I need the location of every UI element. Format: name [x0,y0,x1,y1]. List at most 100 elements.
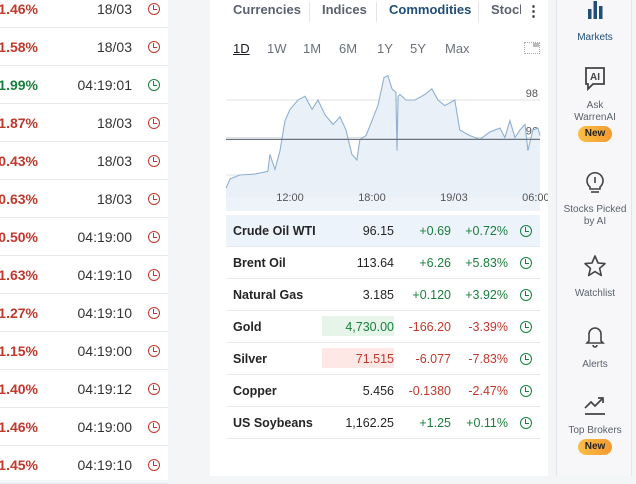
timestamp: 18/03 [96,0,132,17]
change-percent: +0.11% [466,416,508,430]
table-row[interactable]: 1.63% 04:19:10 [0,256,168,294]
range-1m[interactable]: 1M [303,41,322,56]
tab-currencies[interactable]: Currencies [233,2,301,17]
change-percent: +0.72% [465,224,508,238]
table-row[interactable]: 1.46% 04:19:00 [0,408,168,446]
markets-widget: Currencies Indices Commodities Stocl ⋮ 1… [210,0,548,476]
table-row[interactable]: 1.15% 04:19:00 [0,332,168,370]
sidebar-item-stocks-picked[interactable]: Stocks Picked by AI [557,170,633,228]
table-row[interactable]: 0.50% 04:19:00 [0,218,168,256]
price-area [226,75,540,197]
table-row[interactable]: 0.63% 18/03 [0,180,168,218]
timestamp: 04:19:10 [77,266,133,283]
change: +0.69 [419,224,451,238]
timestamp: 18/03 [96,38,132,55]
table-row[interactable]: 1.87% 18/03 [0,104,168,142]
commodity-name[interactable]: Gold [233,320,262,334]
ai-chat-icon: AI [585,67,605,92]
tab-divider [478,2,479,22]
last-price: 3.185 [362,288,394,302]
sidebar-item-watchlist[interactable]: Watchlist [557,254,633,300]
change-percent: 1.99% [0,76,38,93]
change-percent: 1.63% [0,266,38,283]
commodity-name[interactable]: Copper [233,384,277,398]
commodity-name[interactable]: Natural Gas [233,288,304,302]
change-percent: 1.46% [0,0,38,17]
commodity-row[interactable]: Gold 4,730.00 -166.20 -3.39% [226,311,540,343]
range-max[interactable]: Max [445,41,470,56]
clock-icon [148,459,160,471]
tab-commodities[interactable]: Commodities [389,2,472,17]
commodity-name[interactable]: Crude Oil WTI [233,224,316,238]
sidebar-label: Stocks Picked by AI [563,204,627,227]
change-percent: 1.58% [0,38,38,55]
change-percent: 0.63% [0,190,38,207]
commodity-name[interactable]: Silver [233,352,268,366]
star-icon [584,255,606,277]
change-percent: 1.27% [0,304,38,321]
clock-icon [148,345,160,357]
table-row[interactable]: 0.43% 18/03 [0,142,168,180]
sidebar-label: Ask WarrenAI [574,100,616,123]
commodity-row[interactable]: Natural Gas 3.185 +0.120 +3.92% [226,279,540,311]
commodity-row[interactable]: Crude Oil WTI 96.15 +0.69 +0.72% [226,215,540,247]
clock-icon [148,3,160,15]
change: +1.25 [419,416,451,430]
x-axis-band [226,197,540,211]
commodity-name[interactable]: Brent Oil [233,256,286,270]
x-tick-label: 12:00 [276,192,304,204]
timestamp: 04:19:10 [77,456,133,473]
clock-icon [148,41,160,53]
clock-icon [520,385,532,397]
change-percent: -7.83% [468,352,508,366]
commodity-row[interactable]: Brent Oil 113.64 +6.26 +5.83% [226,247,540,279]
last-price: 5.456 [362,384,394,398]
price-line [225,74,541,189]
clock-icon [148,79,160,91]
range-1y[interactable]: 1Y [377,41,393,56]
tab-indices[interactable]: Indices [322,2,367,17]
clock-icon [520,225,532,237]
commodity-row[interactable]: Copper 5.456 -0.1380 -2.47% [226,375,540,407]
new-badge: New [577,126,613,142]
fullscreen-icon[interactable] [524,42,540,54]
commodity-row[interactable]: Silver 71.515 -6.077 -7.83% [226,343,540,375]
timestamp: 18/03 [96,190,132,207]
table-row[interactable]: 1.45% 04:19:10 [0,446,168,484]
change-percent: 1.46% [0,418,38,435]
table-row[interactable]: 1.46% 18/03 [0,0,168,28]
clock-icon [520,353,532,365]
sidebar-item-top-brokers[interactable]: Top Brokers New [557,394,633,455]
x-tick-label: 19/03 [440,192,468,204]
table-row[interactable]: 1.27% 04:19:10 [0,294,168,332]
clock-icon [148,421,160,433]
range-6m[interactable]: 6M [339,41,358,56]
table-row[interactable]: 1.58% 18/03 [0,28,168,66]
table-row[interactable]: 1.99% 04:19:01 [0,66,168,104]
last-price: 1,162.25 [345,416,394,430]
sidebar-item-markets[interactable]: Markets [557,0,633,44]
table-row[interactable]: 1.40% 04:19:12 [0,370,168,408]
change-percent: 0.43% [0,152,38,169]
clock-icon [148,307,160,319]
range-1d[interactable]: 1D [233,41,250,56]
clock-icon [148,269,160,281]
tab-stocks[interactable]: Stocl [491,2,521,17]
change: +0.120 [412,288,451,302]
commodity-name[interactable]: US Soybeans [233,416,313,430]
sidebar-item-ask-warrenai[interactable]: AI Ask WarrenAI New [557,66,633,142]
timestamp: 04:19:12 [77,380,133,397]
tab-divider [309,2,310,22]
svg-text:AI: AI [590,72,600,83]
last-price: 71.515 [322,348,394,368]
trending-up-icon [584,397,605,415]
clock-icon [520,289,532,301]
more-vertical-icon[interactable]: ⋮ [526,3,541,20]
range-5y[interactable]: 5Y [410,41,426,56]
range-1w[interactable]: 1W [267,41,287,56]
commodity-row[interactable]: US Soybeans 1,162.25 +1.25 +0.11% [226,407,540,439]
clock-icon [148,155,160,167]
sidebar-item-alerts[interactable]: Alerts [557,324,633,371]
timestamp: 04:19:00 [77,228,133,245]
